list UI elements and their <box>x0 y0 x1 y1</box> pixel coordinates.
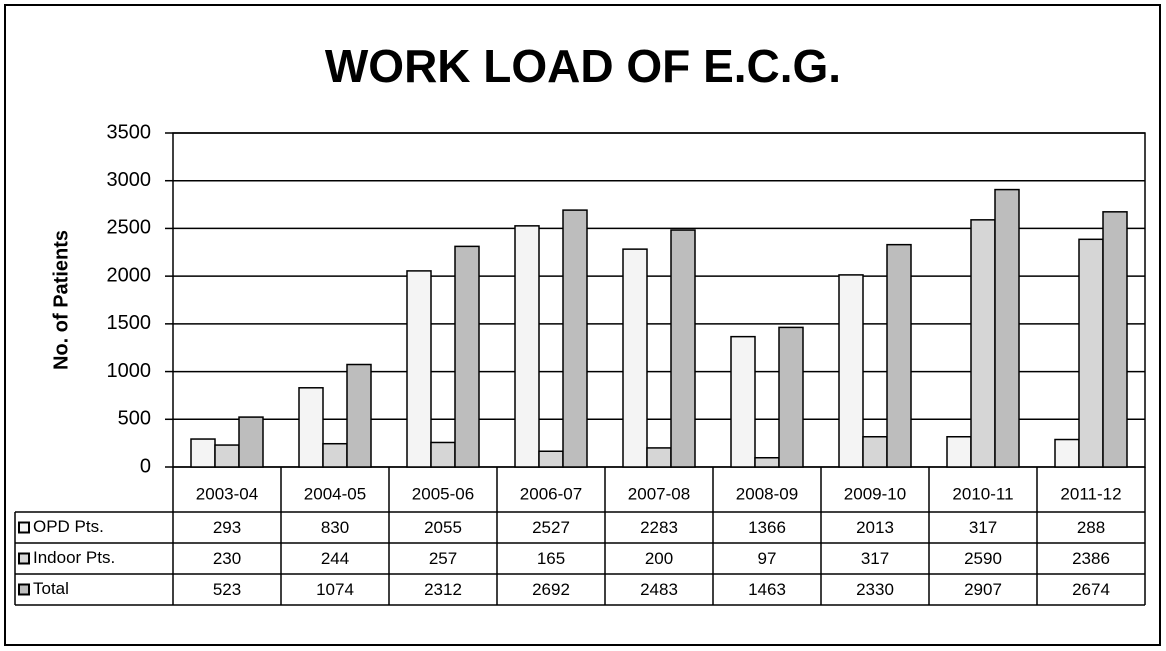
table-value: 1366 <box>748 518 786 537</box>
table-value: 165 <box>537 549 565 568</box>
table-value: 200 <box>645 549 673 568</box>
table-value: 2312 <box>424 580 462 599</box>
y-tick-label: 2500 <box>107 217 152 239</box>
x-tick-label: 2011-12 <box>1060 484 1121 503</box>
legend-label: Indoor Pts. <box>33 548 115 567</box>
y-tick-label: 3000 <box>107 169 152 191</box>
y-tick-label: 0 <box>140 455 151 477</box>
bar <box>406 270 432 468</box>
legend-swatch <box>18 521 30 534</box>
table-value: 230 <box>213 549 241 568</box>
legend-swatch <box>18 583 30 596</box>
table-value: 288 <box>1077 518 1105 537</box>
table-value: 2330 <box>856 580 894 599</box>
bar <box>298 387 324 468</box>
table-value: 97 <box>758 549 777 568</box>
bar <box>190 438 216 468</box>
bar <box>886 243 912 468</box>
y-tick-label: 500 <box>118 408 151 430</box>
table-value: 523 <box>213 580 241 599</box>
table-value: 2674 <box>1072 580 1110 599</box>
table-value: 257 <box>429 549 457 568</box>
table-value: 2013 <box>856 518 894 537</box>
table-value: 1463 <box>748 580 786 599</box>
bar <box>538 450 564 468</box>
bar <box>754 456 780 468</box>
bar <box>346 363 372 468</box>
table-value: 2055 <box>424 518 462 537</box>
table-value: 2590 <box>964 549 1002 568</box>
table-value: 2386 <box>1072 549 1110 568</box>
bar <box>862 435 888 468</box>
x-tick-label: 2008-09 <box>736 484 798 503</box>
bar <box>430 441 456 468</box>
bar <box>970 219 996 468</box>
bar <box>1102 211 1128 468</box>
x-tick-label: 2007-08 <box>628 484 690 503</box>
bar <box>946 435 972 468</box>
table-value: 1074 <box>316 580 354 599</box>
bar <box>1078 238 1104 468</box>
table-value: 2907 <box>964 580 1002 599</box>
y-tick-label: 1000 <box>107 360 152 382</box>
bar <box>454 245 480 468</box>
bar <box>994 188 1020 468</box>
bar <box>214 444 240 468</box>
bar <box>646 447 672 468</box>
bar <box>1054 438 1080 468</box>
y-tick-label: 3500 <box>107 121 152 143</box>
bar <box>730 335 756 468</box>
chart-title: WORK LOAD OF E.C.G. <box>325 40 841 92</box>
bar <box>238 416 264 468</box>
x-tick-label: 2006-07 <box>520 484 582 503</box>
table-value: 317 <box>969 518 997 537</box>
x-tick-label: 2005-06 <box>412 484 474 503</box>
table-value: 317 <box>861 549 889 568</box>
x-tick-label: 2010-11 <box>952 484 1013 503</box>
bar <box>322 442 348 468</box>
bar <box>838 274 864 468</box>
table-value: 830 <box>321 518 349 537</box>
table-value: 293 <box>213 518 241 537</box>
bar <box>562 209 588 468</box>
x-tick-label: 2003-04 <box>196 484 258 503</box>
bar <box>670 229 696 468</box>
bar <box>514 225 540 468</box>
legend-swatch <box>18 552 30 565</box>
x-tick-label: 2009-10 <box>844 484 906 503</box>
bar <box>622 248 648 468</box>
legend-label: OPD Pts. <box>33 517 104 536</box>
y-tick-label: 2000 <box>107 264 152 286</box>
x-tick-label: 2004-05 <box>304 484 366 503</box>
y-axis-label: No. of Patients <box>50 230 72 370</box>
table-value: 2483 <box>640 580 678 599</box>
y-tick-label: 1500 <box>107 312 152 334</box>
bar <box>778 326 804 468</box>
table-value: 2283 <box>640 518 678 537</box>
legend-label: Total <box>33 579 69 598</box>
table-value: 244 <box>321 549 349 568</box>
table-value: 2692 <box>532 580 570 599</box>
table-value: 2527 <box>532 518 570 537</box>
